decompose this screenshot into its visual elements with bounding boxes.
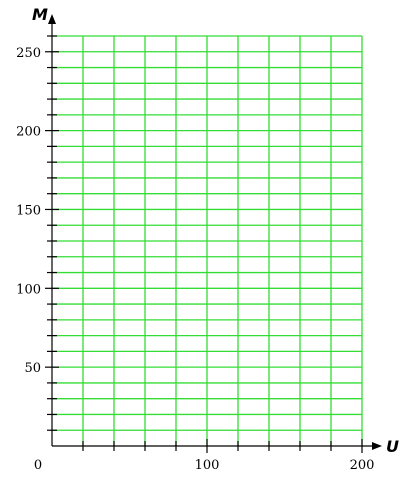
x-tick-label: 200	[350, 458, 375, 473]
y-tick-label: 50	[24, 361, 41, 376]
y-tick-label: 100	[16, 282, 41, 297]
x-tick-label: 0	[34, 458, 42, 473]
y-tick-label: 250	[16, 46, 41, 61]
y-axis-arrow	[48, 14, 56, 24]
ticks	[45, 35, 363, 453]
x-axis-arrow	[372, 442, 382, 450]
x-axis-title: U	[386, 437, 399, 456]
y-tick-label: 150	[16, 203, 41, 218]
tick-labels: 0 100 200 50 100 150 200 250	[16, 46, 374, 473]
x-tick-label: 100	[195, 458, 220, 473]
y-tick-label: 200	[16, 125, 41, 140]
grid	[52, 35, 363, 446]
axes	[48, 14, 382, 450]
y-axis-title: M	[32, 5, 48, 24]
